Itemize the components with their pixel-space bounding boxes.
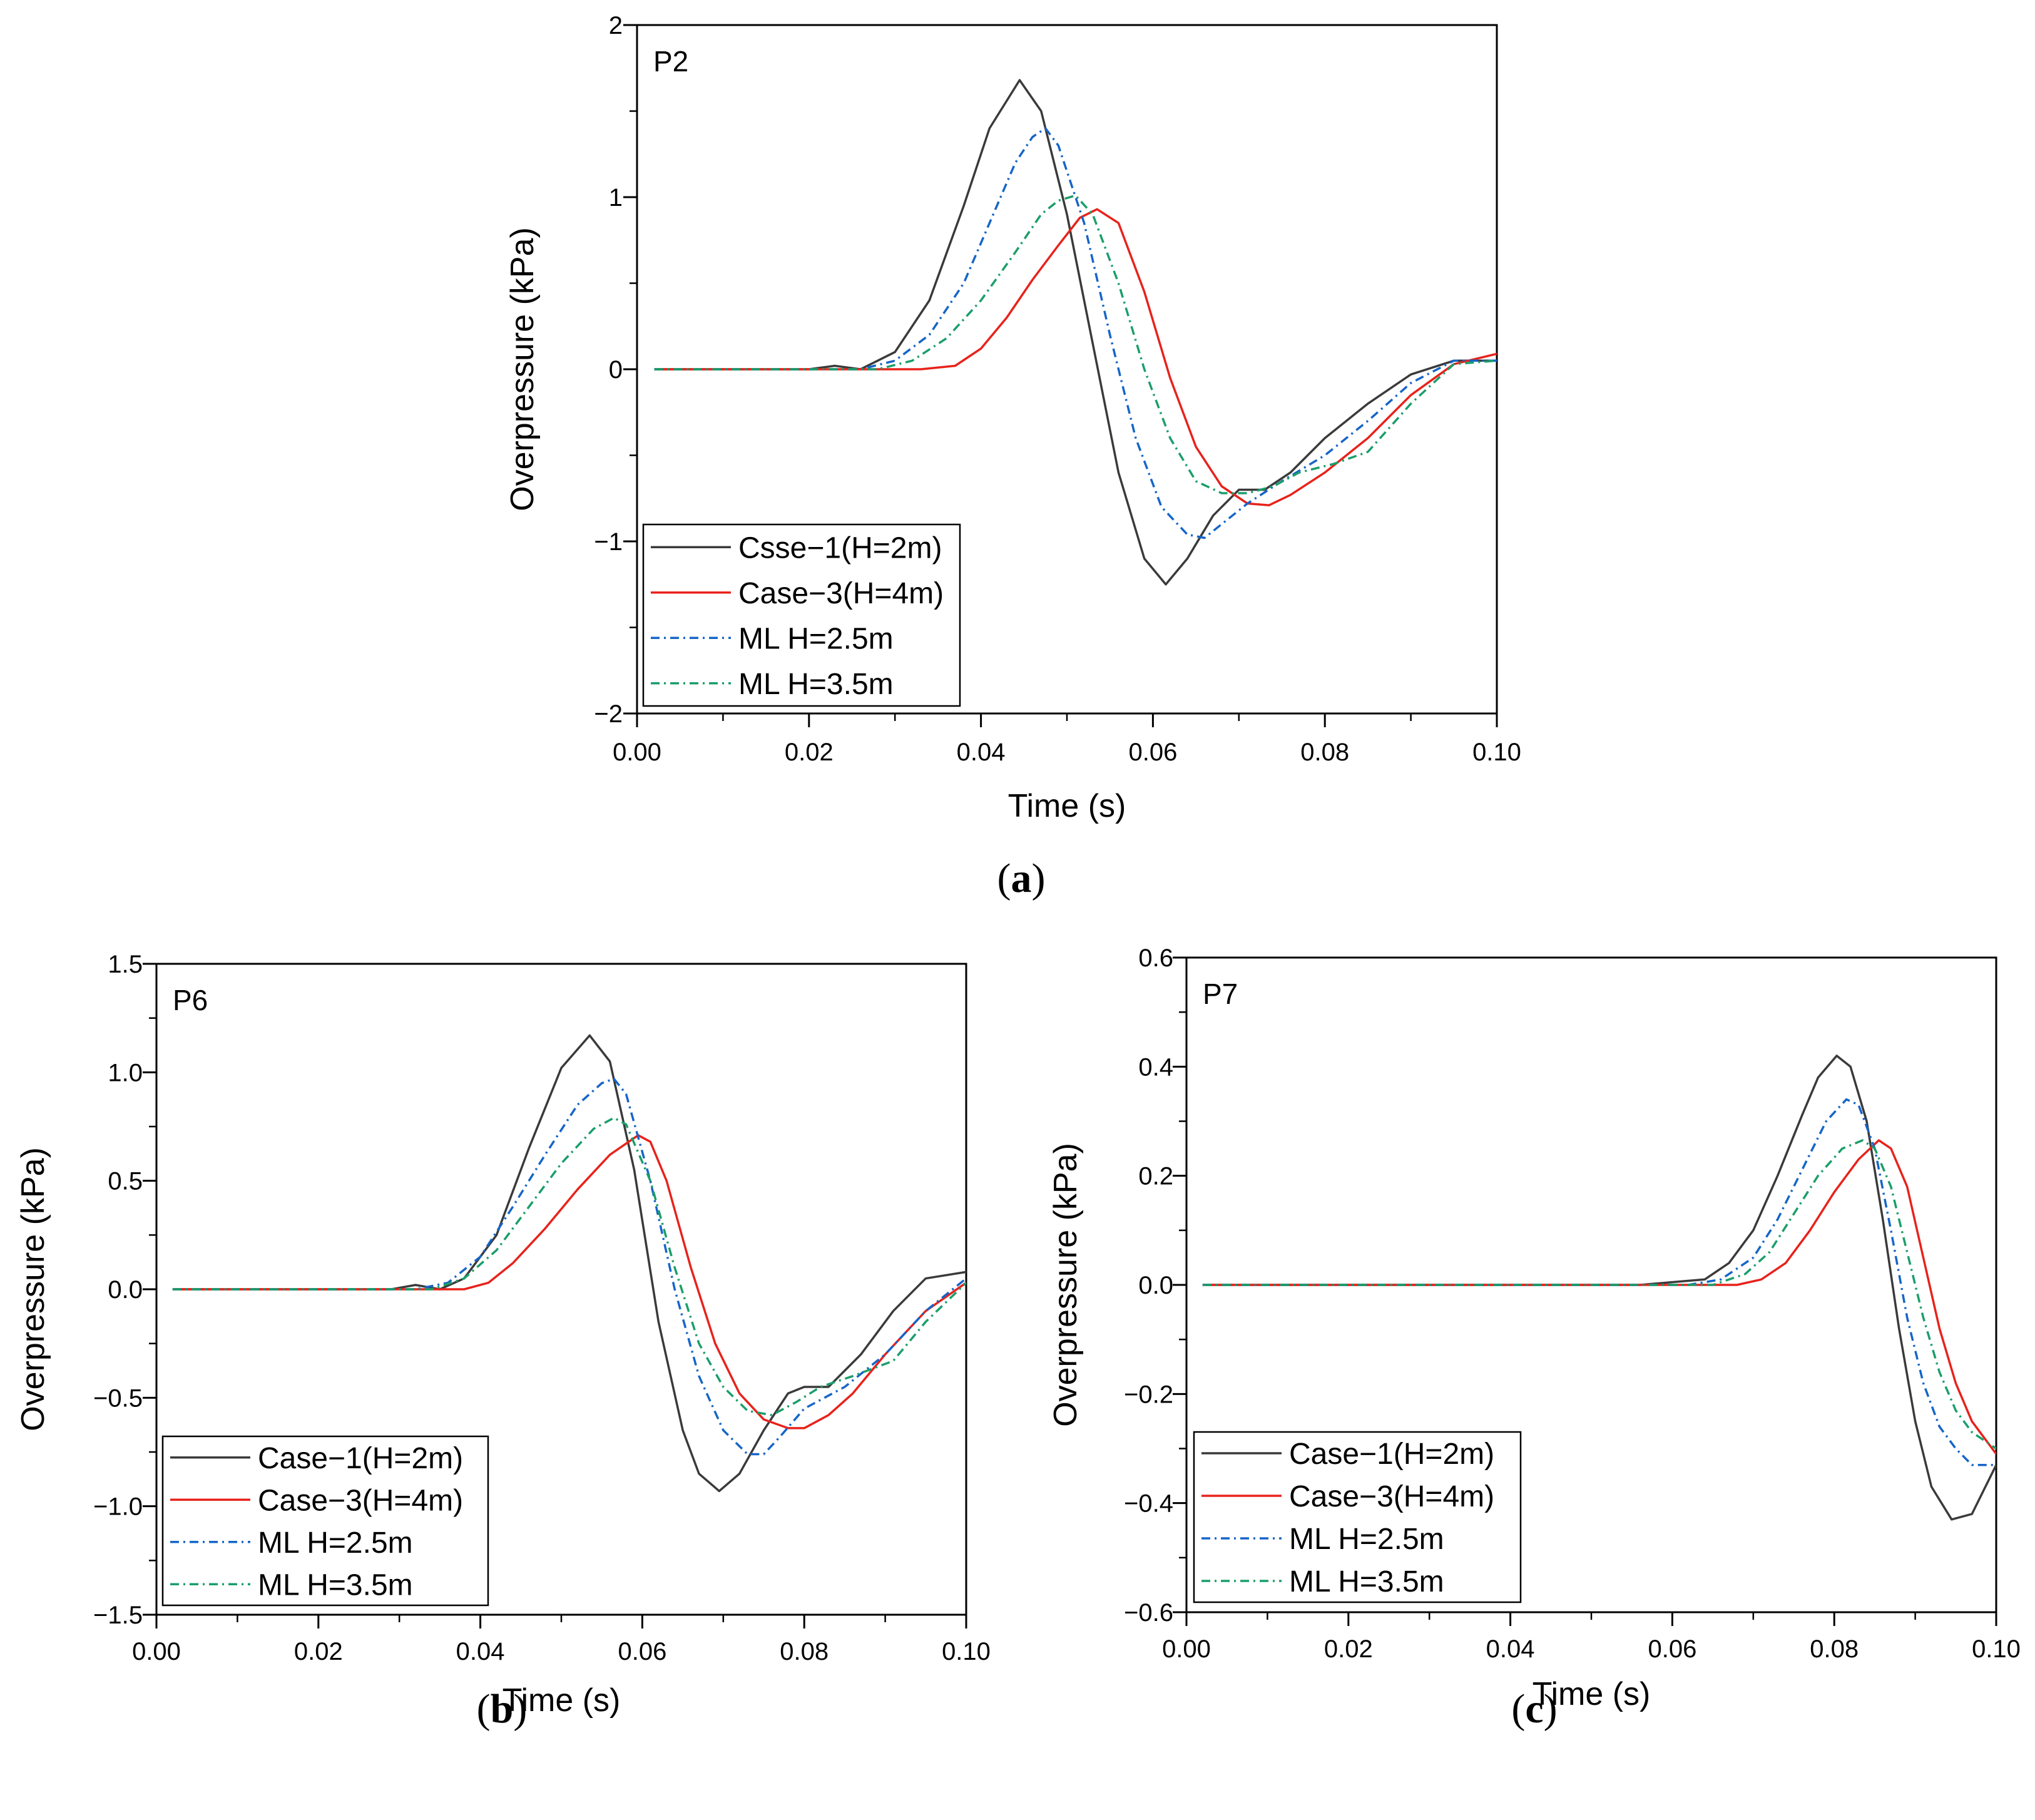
- legend-label: ML H=3.5m: [258, 1568, 413, 1602]
- x-tick-label: 0.10: [1972, 1635, 2021, 1663]
- x-tick-label: 0.06: [1648, 1635, 1696, 1663]
- series-line-3: [1202, 1139, 1996, 1449]
- y-tick-label: −2: [594, 700, 623, 728]
- y-axis-title: Overpressure (kPa): [1048, 1143, 1084, 1427]
- legend-label: ML H=3.5m: [738, 668, 894, 701]
- x-tick-label: 0.00: [132, 1638, 181, 1665]
- x-axis-title: Time (s): [1533, 1676, 1651, 1712]
- caption-paren-close: ): [513, 1686, 527, 1732]
- x-tick-label: 0.06: [1128, 739, 1177, 766]
- x-tick-label: 0.02: [1324, 1635, 1373, 1663]
- x-axis-title: Time (s): [1008, 788, 1126, 824]
- x-tick-label: 0.04: [1486, 1635, 1535, 1663]
- y-tick-label: 0.4: [1138, 1053, 1173, 1081]
- series-line-0: [1202, 1055, 1996, 1521]
- panel-caption: (b): [477, 1686, 528, 1732]
- x-tick-label: 0.08: [780, 1638, 829, 1665]
- legend-label: ML H=2.5m: [258, 1526, 413, 1560]
- panel-label: P6: [173, 984, 208, 1016]
- x-tick-label: 0.08: [1810, 1635, 1859, 1663]
- caption-paren-open: (: [1511, 1686, 1525, 1732]
- x-tick-label: 0.04: [957, 739, 1006, 766]
- panel-a: 0.00 0.02 0.04 0.06 0.08 0.10 −2 −1 0 1 2 Time (s) O…: [504, 12, 1521, 901]
- legend-label: Case−1(H=2m): [1289, 1438, 1494, 1471]
- y-tick-label: −0.5: [93, 1384, 143, 1412]
- x-axis-title: Time (s): [502, 1682, 621, 1719]
- legend-label: Case−3(H=4m): [258, 1484, 463, 1517]
- x-tick-label: 0.06: [618, 1638, 666, 1665]
- series-line-1: [654, 208, 1497, 507]
- panel-c: 0.00 0.02 0.04 0.06 0.08 0.10 −0.6 −0.4 −0.2 0.0 0…: [1048, 944, 2021, 1732]
- series-line-2: [654, 127, 1497, 539]
- series-line-0: [654, 79, 1497, 586]
- y-tick-label: 0.5: [108, 1168, 143, 1195]
- y-tick-label: 0.0: [108, 1276, 143, 1304]
- series-line-1: [172, 1134, 966, 1429]
- legend-label: Case−1(H=2m): [258, 1442, 463, 1475]
- legend-label: Case−3(H=4m): [738, 577, 944, 610]
- x-tick-label: 0.10: [942, 1638, 991, 1665]
- y-tick-label: 1.5: [108, 951, 143, 978]
- x-tick-label: 0.00: [613, 739, 661, 766]
- series-group: [1202, 1055, 1996, 1521]
- series-line-3: [172, 1117, 966, 1416]
- caption-letter: b: [491, 1686, 514, 1732]
- legend: Case−1(H=2m) Case−3(H=4m) ML H=2.5m ML H=3.…: [161, 1435, 489, 1607]
- y-axis-title: Overpressure (kPa): [15, 1147, 51, 1431]
- caption-paren-close: ): [1544, 1686, 1558, 1732]
- y-tick-label: −1: [594, 528, 623, 556]
- series-line-2: [1202, 1098, 1996, 1466]
- y-axis-title: Overpressure (kPa): [504, 227, 541, 511]
- y-tick-label: 0.2: [1138, 1163, 1173, 1190]
- legend-box: [1193, 1431, 1522, 1603]
- panel-caption: (a): [997, 856, 1046, 901]
- y-tick-label: 0.6: [1138, 944, 1173, 972]
- legend: Csse−1(H=2m) Case−3(H=4m) ML H=2.5m ML H=3.…: [642, 523, 961, 707]
- y-tick-label: −1.0: [93, 1493, 143, 1521]
- panel-b: 0.00 0.02 0.04 0.06 0.08 0.10 −1.5 −1.0 −0.5 0.0 0…: [15, 951, 991, 1732]
- x-tick-label: 0.10: [1472, 739, 1521, 766]
- y-tick-label: 0.0: [1138, 1272, 1173, 1299]
- caption-letter: a: [1011, 856, 1032, 901]
- legend-label: ML H=2.5m: [1289, 1523, 1444, 1556]
- caption-paren-close: ): [1032, 856, 1046, 901]
- x-tick-label: 0.04: [456, 1638, 505, 1665]
- y-tick-label: −0.2: [1124, 1381, 1173, 1408]
- y-tick-label: −1.5: [93, 1602, 143, 1629]
- legend-label: Csse−1(H=2m): [738, 531, 942, 565]
- panel-caption: (c): [1511, 1686, 1557, 1732]
- y-tick-label: −0.6: [1124, 1599, 1173, 1627]
- caption-paren-open: (: [477, 1686, 491, 1732]
- x-tick-label: 0.08: [1300, 739, 1349, 766]
- series-group: [654, 79, 1497, 586]
- series-line-1: [1202, 1139, 1996, 1455]
- series-group: [172, 1034, 966, 1493]
- y-tick-label: −0.4: [1124, 1490, 1173, 1518]
- x-tick-label: 0.02: [294, 1638, 343, 1665]
- legend-label: ML H=2.5m: [738, 622, 894, 655]
- panel-label: P7: [1203, 978, 1238, 1010]
- y-tick-label: 0: [609, 356, 623, 384]
- legend-box: [642, 523, 961, 707]
- series-line-3: [654, 194, 1497, 494]
- legend-box: [161, 1435, 489, 1607]
- legend-label: ML H=3.5m: [1289, 1565, 1444, 1598]
- panel-label: P2: [653, 45, 688, 78]
- y-tick-label: 1.0: [108, 1059, 143, 1086]
- caption-paren-open: (: [997, 856, 1011, 901]
- legend: Case−1(H=2m) Case−3(H=4m) ML H=2.5m ML H=3.…: [1193, 1431, 1522, 1603]
- legend-label: Case−3(H=4m): [1289, 1480, 1494, 1513]
- y-tick-label: 2: [609, 12, 623, 39]
- y-tick-label: 1: [609, 184, 623, 212]
- caption-letter: c: [1525, 1686, 1543, 1732]
- x-tick-label: 0.02: [785, 739, 834, 766]
- x-tick-label: 0.00: [1162, 1635, 1211, 1663]
- series-line-2: [172, 1077, 966, 1456]
